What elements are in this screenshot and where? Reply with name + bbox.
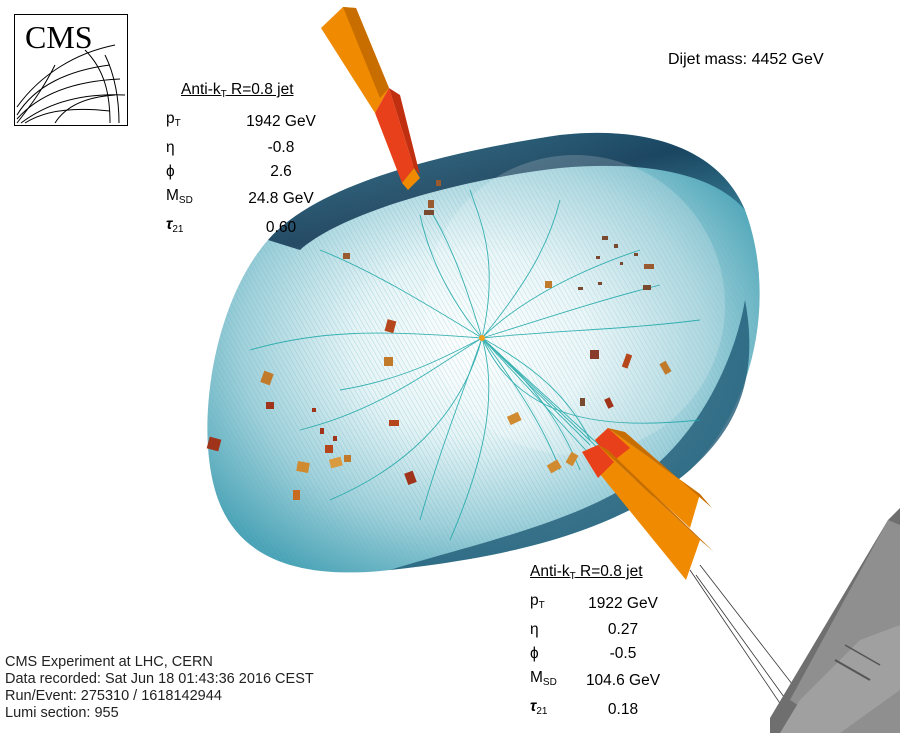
jet-title: Anti-kT R=0.8 jet [181,81,294,100]
jet-row-eta: η -0.8 [166,139,295,156]
jet-row-tau21: τ21 0.60 [166,216,297,236]
jet-row-tau21: τ21 0.18 [530,698,639,718]
jet-row-msd: MSD 104.6 GeV [530,669,661,689]
energy-deposits [206,180,672,500]
dijet-mass-label: Dijet mass: 4452 GeV [668,51,824,68]
jet-row-phi: ϕ -0.5 [530,645,637,662]
jet-row-phi: ϕ 2.6 [166,163,292,180]
data-recorded-label: Data recorded: Sat Jun 18 01:43:36 2016 … [5,671,314,687]
jet-info-lower: Anti-kT R=0.8 jet pT 1922 GeV η 0.27 ϕ -0.5… [530,560,684,724]
jet-tower-upper [321,7,420,190]
cms-logo: CMS [14,14,128,126]
jet-properties-table: pT 1922 GeV η 0.27 ϕ -0.5 MSD 104.6 GeV τ21 0… [530,589,684,724]
run-event-label: Run/Event: 275310 / 1618142944 [5,688,222,704]
lumi-section-label: Lumi section: 955 [5,705,119,721]
jet-row-pt: pT 1922 GeV [530,592,658,612]
jet-row-msd: MSD 24.8 GeV [166,187,314,207]
jet-title: Anti-kT R=0.8 jet [530,563,643,582]
jet-row-pt: pT 1942 GeV [166,110,316,130]
muon-chamber [770,508,900,733]
jet-tower-lower [582,428,714,580]
experiment-label: CMS Experiment at LHC, CERN [5,654,213,670]
jet-info-upper: Anti-kT R=0.8 jet pT 1942 GeV η -0.8 ϕ 2.6 … [166,78,338,242]
cms-logo-text: CMS [25,19,93,55]
vertex [479,335,485,341]
jet-row-eta: η 0.27 [530,621,639,638]
jet-properties-table: pT 1942 GeV η -0.8 ϕ 2.6 MSD 24.8 GeV τ21 0.6… [166,107,338,242]
event-info: CMS Experiment at LHC, CERN Data recorde… [5,654,314,722]
cms-logo-graphic [16,44,126,124]
